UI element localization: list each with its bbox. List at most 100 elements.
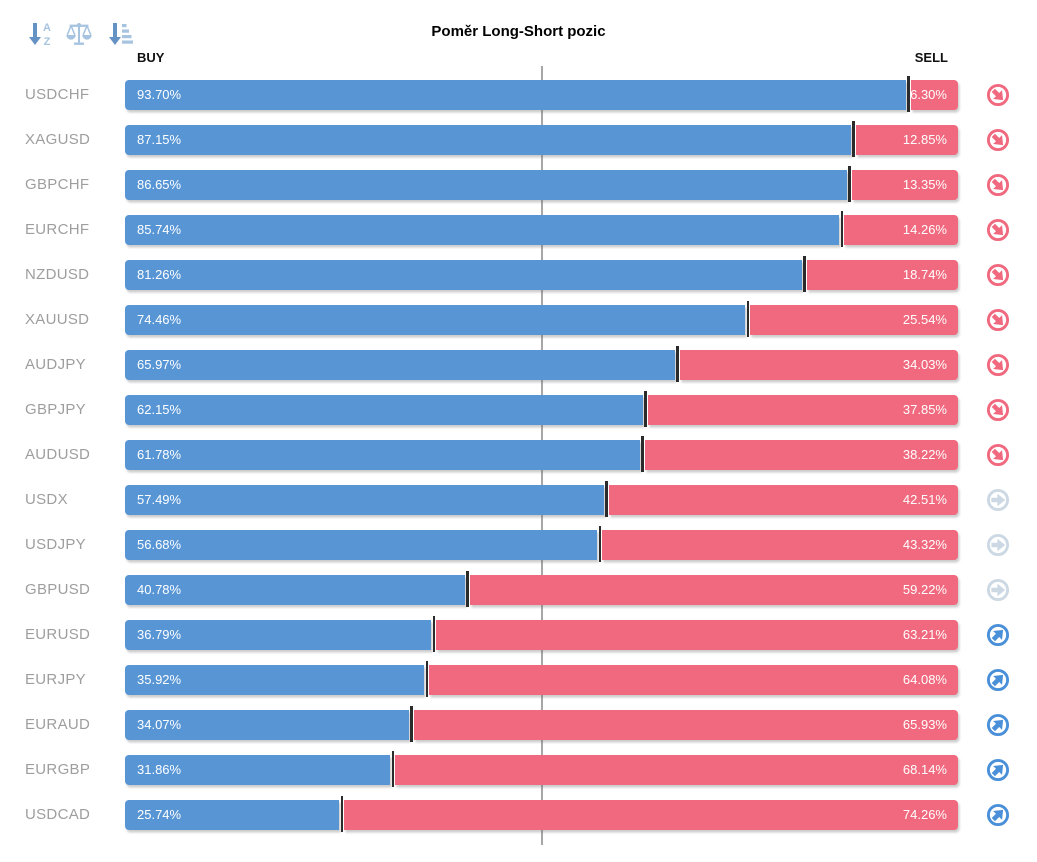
arrow-down-right-circle-icon [986,263,1009,286]
sell-value: 38.22% [902,446,947,462]
bar-divider [840,210,844,247]
arrow-down-right-circle-icon [986,83,1009,106]
bar-track: 36.79% 63.21% [125,615,958,652]
instrument-row: GBPUSD 40.78% 59.22% [0,567,1037,612]
signal-button[interactable] [958,713,1037,737]
sell-bar: 68.14% [395,754,958,785]
bar-track: 93.70% 6.30% [125,75,958,112]
sell-bar: 25.54% [750,304,958,335]
signal-button[interactable] [958,263,1037,287]
signal-button[interactable] [958,488,1037,512]
sell-bar: 6.30% [910,79,958,110]
sell-bar: 42.51% [608,484,958,515]
buy-value: 87.15% [137,131,182,147]
instrument-row: EURAUD 34.07% 65.93% [0,702,1037,747]
bar-track: 31.86% 68.14% [125,750,958,787]
sell-bar: 12.85% [855,124,958,155]
buy-value: 85.74% [137,221,182,237]
instrument-row: NZDUSD 81.26% 18.74% [0,252,1037,297]
signal-button[interactable] [958,398,1037,422]
signal-button[interactable] [958,758,1037,782]
bar-track: 61.78% 38.22% [125,435,958,472]
signal-button[interactable] [958,308,1037,332]
sell-bar: 59.22% [469,574,958,605]
buy-bar: 74.46% [125,304,746,335]
instrument-row: AUDJPY 65.97% 34.03% [0,342,1037,387]
arrow-up-right-circle-icon [986,713,1009,736]
signal-button[interactable] [958,578,1037,602]
sell-value: 42.51% [902,491,947,507]
arrow-up-right-circle-icon [986,758,1009,781]
arrow-down-right-circle-icon [986,353,1009,376]
bar-divider [676,345,679,382]
instrument-row: GBPJPY 62.15% 37.85% [0,387,1037,432]
bar-track: 57.49% 42.51% [125,480,958,517]
buy-value: 81.26% [137,266,182,282]
buy-value: 36.79% [137,626,182,642]
instrument-row: AUDUSD 61.78% 38.22% [0,432,1037,477]
chart-area: USDCHF 93.70% 6.30% XAGUSD 87.15% 12.85%… [0,66,1037,845]
signal-button[interactable] [958,443,1037,467]
buy-value: 25.74% [137,806,182,822]
bar-divider [391,750,395,787]
signal-button[interactable] [958,668,1037,692]
signal-button[interactable] [958,803,1037,827]
buy-bar: 87.15% [125,124,851,155]
sell-value: 59.22% [902,581,947,597]
instrument-label: GBPUSD [25,581,91,598]
bar-track: 85.74% 14.26% [125,210,958,247]
sort-alpha-down-icon: A Z [29,22,51,48]
instrument-row: XAGUSD 87.15% 12.85% [0,117,1037,162]
instrument-row: XAUUSD 74.46% 25.54% [0,297,1037,342]
signal-button[interactable] [958,533,1037,557]
sell-bar: 64.08% [429,664,958,695]
bar-track: 65.97% 34.03% [125,345,958,382]
bar-divider [848,165,851,202]
bar-track: 56.68% 43.32% [125,525,958,562]
instrument-row: EURCHF 85.74% 14.26% [0,207,1037,252]
bar-divider [466,570,469,607]
signal-button[interactable] [958,128,1037,152]
signal-button[interactable] [958,353,1037,377]
instrument-label: USDX [25,491,68,508]
arrow-down-right-circle-icon [986,398,1009,421]
buy-value: 86.65% [137,176,182,192]
bar-divider [746,300,750,337]
signal-button[interactable] [958,218,1037,242]
buy-bar: 34.07% [125,709,409,740]
sell-value: 25.54% [902,311,947,327]
sort-amount-down-button[interactable] [104,20,134,48]
bar-divider [907,75,910,112]
buy-bar: 36.79% [125,619,432,650]
balance-scale-button[interactable] [64,20,94,48]
signal-button[interactable] [958,623,1037,647]
svg-text:Z: Z [44,36,51,48]
bar-divider [644,390,647,427]
arrow-right-circle-icon [986,578,1009,601]
buy-bar: 57.49% [125,484,604,515]
sell-bar: 74.26% [344,799,958,830]
sell-value: 37.85% [902,401,947,417]
buy-bar: 86.65% [125,169,847,200]
signal-button[interactable] [958,173,1037,197]
bar-track: 81.26% 18.74% [125,255,958,292]
instrument-label: XAUUSD [25,311,90,328]
arrow-down-right-circle-icon [986,128,1009,151]
sell-value: 14.26% [902,221,947,237]
sell-value: 74.26% [902,806,947,822]
instrument-label: GBPJPY [25,401,86,418]
bar-divider [803,255,806,292]
instrument-label: EURAUD [25,716,91,733]
buy-bar: 85.74% [125,214,840,245]
bar-track: 87.15% 12.85% [125,120,958,157]
instrument-label: NZDUSD [25,266,90,283]
svg-text:A: A [43,22,51,34]
buy-value: 74.46% [137,311,182,327]
sort-alpha-down-button[interactable]: A Z [24,20,54,48]
buy-value: 31.86% [137,761,182,777]
buy-value: 40.78% [137,581,182,597]
sell-bar: 63.21% [436,619,958,650]
instrument-row: GBPCHF 86.65% 13.35% [0,162,1037,207]
signal-button[interactable] [958,83,1037,107]
bar-divider [340,795,344,832]
